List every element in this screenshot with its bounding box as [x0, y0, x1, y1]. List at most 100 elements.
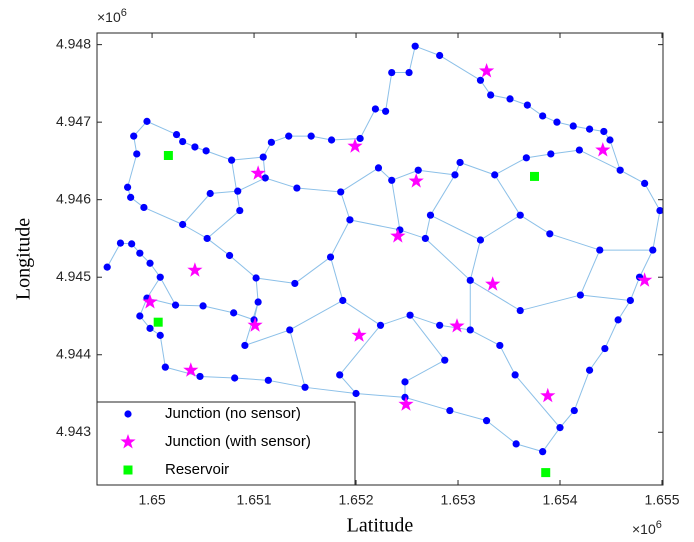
- junction-marker: [451, 171, 459, 179]
- junction-marker: [116, 239, 125, 247]
- junction-marker: [291, 279, 299, 288]
- pipe: [589, 348, 606, 371]
- junction-marker: [596, 246, 604, 254]
- junction-marker: [382, 107, 390, 115]
- junction-marker: [436, 51, 444, 60]
- junction-marker: [156, 331, 164, 339]
- junction-marker: [230, 309, 238, 317]
- pipe: [146, 276, 161, 299]
- pipe: [470, 329, 501, 346]
- junction-marker: [570, 406, 578, 415]
- sensor-marker: [540, 387, 556, 403]
- junction-marker: [441, 356, 449, 364]
- pipe: [359, 108, 376, 139]
- junction-marker: [136, 312, 144, 320]
- y-tick-label: 4.945: [56, 268, 91, 284]
- junction-marker: [301, 383, 309, 391]
- pipe: [244, 329, 290, 346]
- junction-marker: [146, 259, 154, 267]
- junction-marker: [196, 372, 204, 381]
- junction-marker: [203, 234, 211, 243]
- pipe: [516, 443, 543, 453]
- pipe: [430, 214, 481, 241]
- pipe: [549, 233, 600, 251]
- junction-marker: [123, 183, 132, 191]
- junction-marker: [539, 448, 547, 456]
- x-axis-label: Latitude: [347, 515, 414, 537]
- sensor-marker: [142, 294, 158, 309]
- sensor-marker: [250, 165, 266, 180]
- pipe: [514, 374, 561, 428]
- pipe: [342, 300, 381, 326]
- pipe: [604, 319, 619, 349]
- junction-marker: [252, 274, 260, 282]
- junction-marker: [569, 122, 577, 130]
- pipe: [256, 277, 295, 284]
- junction-marker: [352, 389, 360, 398]
- junction-marker: [641, 179, 649, 188]
- pipe: [652, 210, 661, 251]
- y-tick-label: 4.946: [56, 190, 91, 206]
- y-tick-label: 4.943: [56, 423, 91, 439]
- junction-marker: [496, 341, 504, 350]
- pipe: [143, 206, 183, 225]
- pipe: [294, 256, 331, 284]
- y-tick-label: 4.947: [56, 113, 91, 129]
- junction-marker: [206, 189, 214, 198]
- y-offset-label: ×106: [97, 7, 127, 25]
- markers: [103, 42, 664, 478]
- junction-marker: [267, 138, 275, 146]
- pipe: [418, 169, 456, 176]
- sensor-marker: [637, 272, 653, 287]
- pipe: [619, 169, 645, 184]
- junction-marker: [234, 187, 242, 195]
- x-tick-label: 1.653: [440, 492, 475, 508]
- junction-marker: [626, 296, 634, 305]
- junction-marker: [261, 174, 269, 182]
- reservoir-marker: [541, 468, 551, 478]
- pipe: [268, 379, 306, 388]
- pipe: [331, 137, 361, 141]
- junction-marker: [130, 132, 138, 140]
- pipe: [391, 169, 419, 181]
- reservoir-marker: [530, 171, 540, 181]
- junction-marker: [146, 324, 154, 332]
- pipe: [210, 190, 238, 194]
- junction-marker: [388, 176, 396, 184]
- legend-label: Junction (no sensor): [165, 405, 301, 422]
- pipe: [499, 345, 516, 376]
- axes: 1.65 1.651 1.652 1.653 1.654 1.655 4.943 4.944 4…: [56, 33, 680, 508]
- junction-marker: [476, 236, 485, 244]
- axes-box: [96, 32, 664, 486]
- pipe: [234, 377, 269, 381]
- junction-marker: [466, 276, 474, 284]
- junction-marker: [491, 171, 499, 179]
- junction-marker: [516, 306, 524, 315]
- junction-marker: [225, 251, 234, 260]
- junction-marker: [259, 153, 267, 161]
- pipe: [573, 370, 591, 411]
- x-tick-label: 1.655: [644, 492, 679, 508]
- pipe: [644, 183, 661, 211]
- pipe: [526, 153, 551, 159]
- junction-marker: [421, 234, 429, 243]
- junction-marker: [371, 105, 380, 113]
- junction-marker: [133, 150, 141, 158]
- junction-marker: [606, 136, 614, 144]
- sensor-marker: [408, 173, 424, 188]
- junction-marker: [336, 371, 344, 379]
- junction-marker: [254, 298, 262, 306]
- junction-marker: [388, 68, 396, 77]
- x-tick-label: 1.654: [542, 492, 577, 508]
- junction-marker: [293, 184, 301, 192]
- junction-marker: [522, 154, 530, 162]
- pipe: [182, 193, 211, 225]
- junction-marker: [575, 146, 583, 154]
- pipe: [439, 55, 481, 81]
- pipe: [340, 191, 351, 221]
- pipe: [330, 256, 344, 301]
- x-offset-power: 6: [656, 519, 662, 531]
- pipe: [380, 314, 411, 326]
- junction-marker: [161, 363, 169, 371]
- pipe: [255, 277, 259, 303]
